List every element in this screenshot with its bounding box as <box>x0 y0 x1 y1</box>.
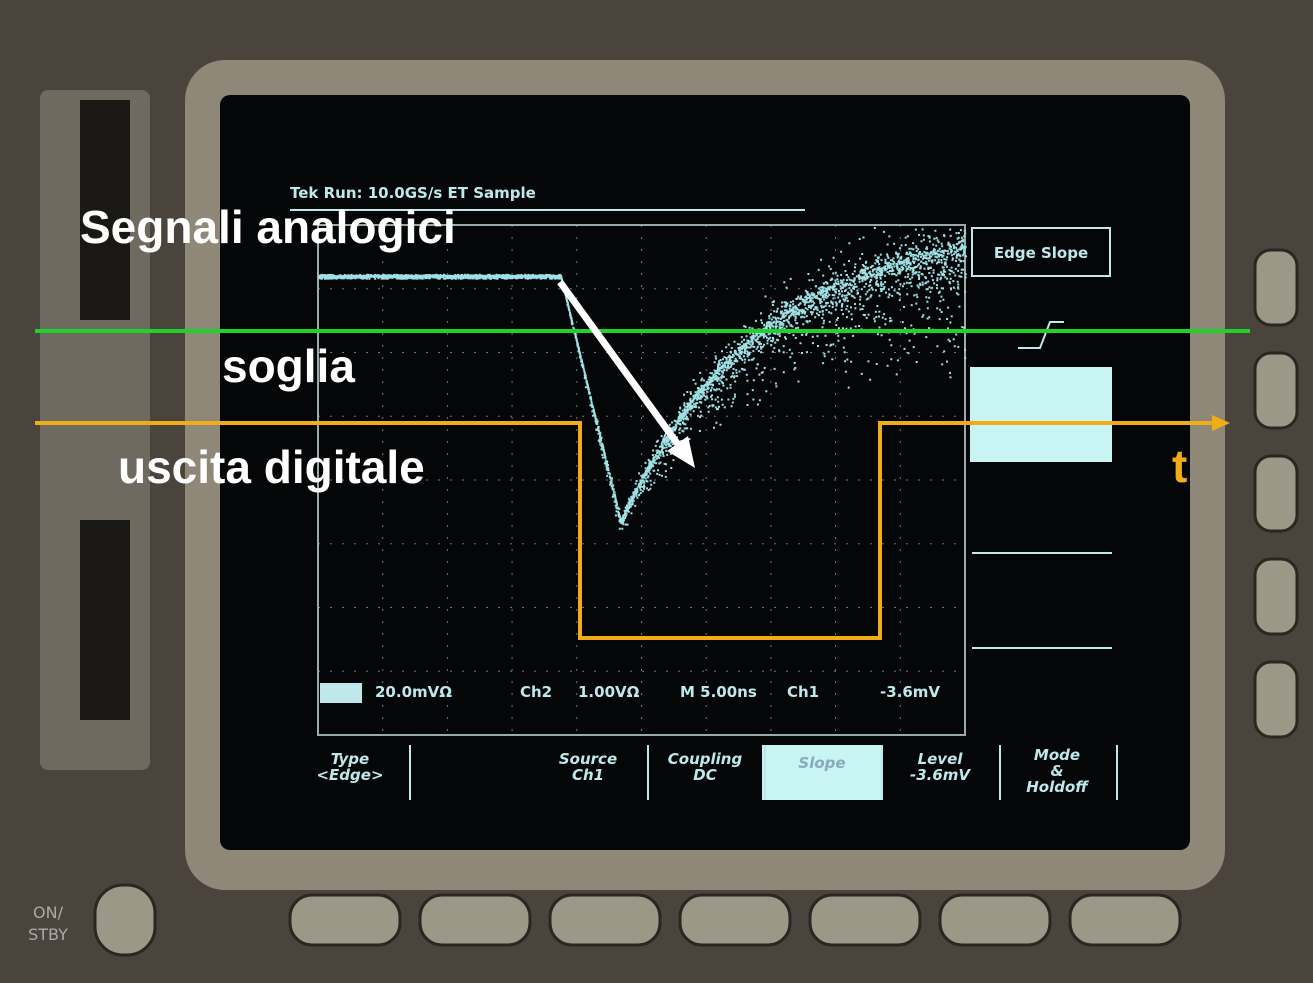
side-button[interactable] <box>1255 559 1297 634</box>
page: Tek Run: 10.0GS/s ET Sample Edge Slope 2… <box>0 0 1313 983</box>
side-button[interactable] <box>1255 456 1297 531</box>
photo: Tek Run: 10.0GS/s ET Sample Edge Slope 2… <box>0 0 1313 983</box>
menu-button[interactable] <box>680 895 790 945</box>
menu-label: <Edge> <box>316 766 383 784</box>
power-button[interactable] <box>95 885 155 955</box>
time-label: t <box>1172 440 1187 492</box>
digital-label: uscita digitale <box>118 441 425 493</box>
readout-item: 1.00VΩ <box>578 683 640 701</box>
readout-item: M 5.00ns <box>680 683 757 701</box>
channel-badge <box>320 683 362 703</box>
slot-opening <box>80 520 130 720</box>
menu-label: Slope <box>798 754 845 772</box>
analog-label: Segnali analogici <box>80 201 456 253</box>
side-title: Edge Slope <box>994 244 1088 262</box>
menu-label: DC <box>693 766 716 784</box>
menu-button[interactable] <box>1070 895 1180 945</box>
menu-label: -3.6mV <box>910 766 971 784</box>
power-label: ON/ <box>33 903 64 922</box>
threshold-label: soglia <box>222 340 355 392</box>
menu-label: Ch1 <box>572 766 604 784</box>
power-label: STBY <box>28 925 68 944</box>
side-button[interactable] <box>1255 353 1297 428</box>
readout-item: 20.0mVΩ <box>375 683 452 701</box>
side-button[interactable] <box>1255 662 1297 737</box>
menu-button[interactable] <box>420 895 530 945</box>
menu-button[interactable] <box>940 895 1050 945</box>
menu-button[interactable] <box>550 895 660 945</box>
menu-label: Holdoff <box>1026 778 1089 796</box>
readout-item: Ch2 <box>520 683 552 701</box>
side-selected <box>970 367 1112 462</box>
menu-button[interactable] <box>810 895 920 945</box>
side-button[interactable] <box>1255 250 1297 325</box>
scope-header: Tek Run: 10.0GS/s ET Sample <box>290 184 536 202</box>
menu-button[interactable] <box>290 895 400 945</box>
readout-item: Ch1 <box>787 683 819 701</box>
readout-item: -3.6mV <box>880 683 940 701</box>
